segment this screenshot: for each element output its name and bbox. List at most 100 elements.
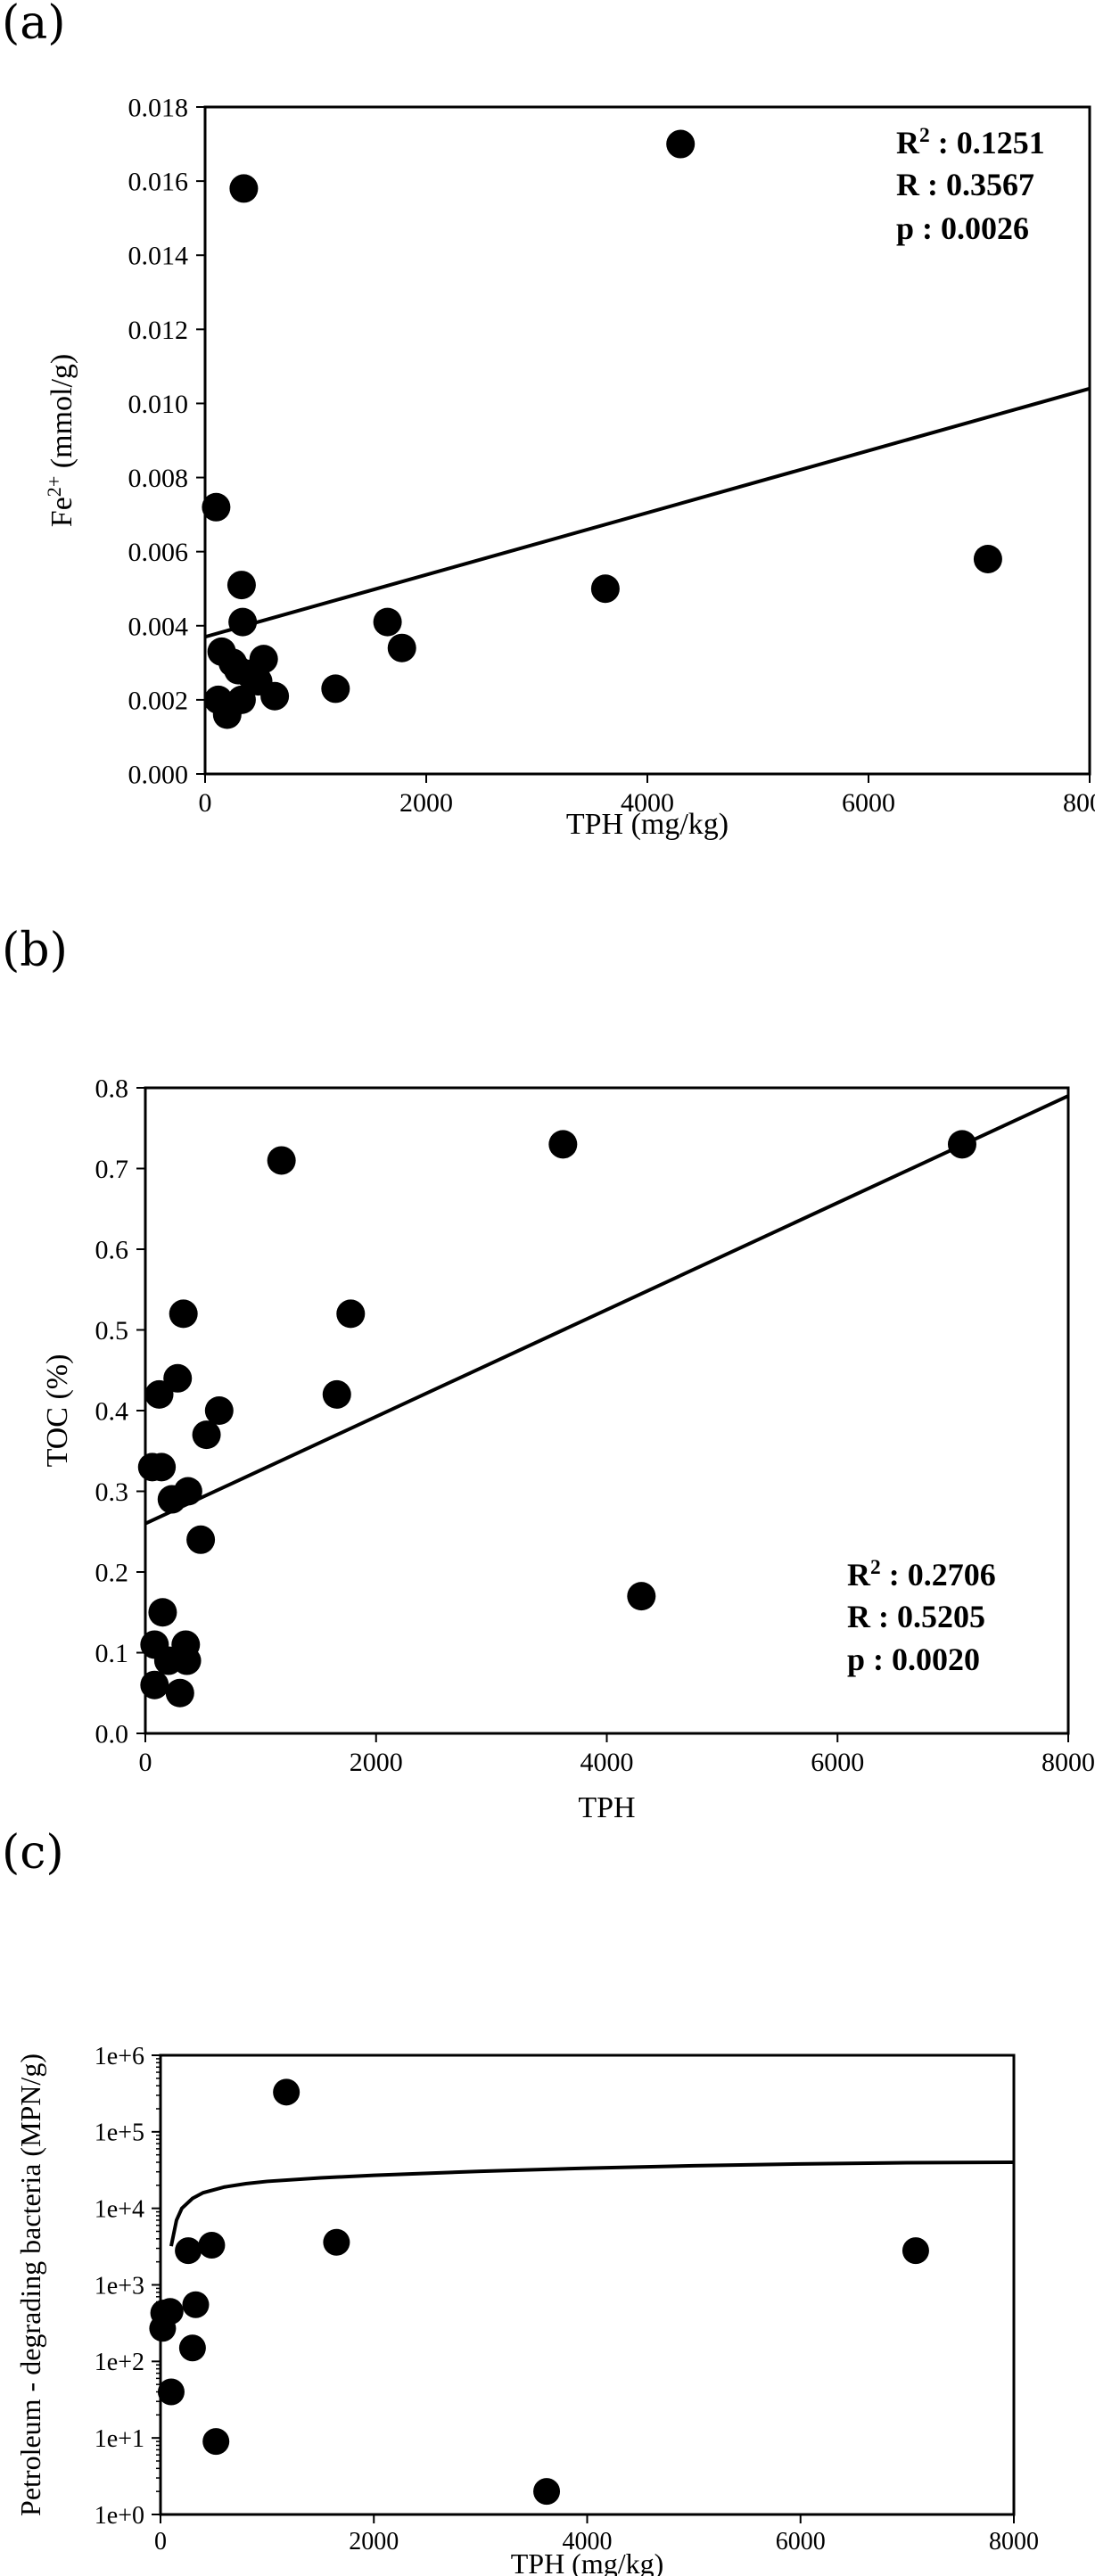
regression-line [169,2160,1015,2247]
data-point [273,2078,301,2106]
data-point [373,607,402,637]
data-point [147,1453,177,1482]
chart-panel-b: (b) 0 2000 4000 6000 8000 0.0 0.1 0.2 0.3 0.4 0.5 0… [0,924,1095,1825]
data-point [226,685,256,714]
plot-frame [159,2053,1016,2516]
y-tick-label: 1e+6 [95,2043,144,2070]
data-point [192,1420,221,1450]
x-tick-label: 2000 [350,1748,403,1777]
data-point [260,681,290,711]
x-tick-label: 6000 [811,1748,864,1777]
x-tick-label: 4000 [621,788,674,818]
y-tick-label: 0.004 [128,612,189,641]
y-axis-title: TOC (%) [41,1354,74,1468]
data-point [947,1130,976,1159]
y-tick-label: 0.016 [128,168,189,197]
data-point [336,1299,366,1329]
x-axis-title: TPH (mg/kg) [511,2547,664,2576]
data-point [249,645,278,674]
data-point [173,1477,202,1506]
y-axis-title: Petroleum - degrading bacteria (MPN/g) [14,2053,46,2516]
data-point [902,2237,929,2265]
y-tick-label: 0.008 [128,464,189,493]
plot-frame [203,105,1091,776]
panel-label-c: (c) [2,1826,64,1880]
x-tick-label: 0 [139,1748,152,1777]
x-tick-label: 8000 [989,2528,1039,2555]
data-point [323,2228,350,2256]
y-tick-label: 0.002 [128,686,189,715]
y-tick-label: 1e+4 [95,2195,144,2223]
y-axis-title-main: TOC (%) [41,1354,74,1468]
y-tick-label: 0.4 [95,1397,129,1427]
stat-p: p : 0.0020 [847,1642,980,1677]
data-point [548,1130,578,1159]
y-tick-label: 0.0 [95,1720,129,1749]
stat-r: R : 0.3567 [896,167,1034,202]
y-axis-title-rest: (mmol/g) [45,354,78,476]
data-point [202,492,231,522]
y-tick-label: 1e+1 [95,2425,144,2453]
y-tick-label: 0.014 [128,242,189,271]
x-tick-label: 4000 [563,2528,613,2555]
y-tick-label: 1e+5 [95,2119,144,2147]
y-tick-label: 0.018 [128,94,189,123]
data-point [165,1678,194,1708]
data-point [627,1582,656,1611]
stat-r-squared-label: R [847,1557,871,1593]
regression-line [144,1094,1069,1526]
stat-r: R : 0.5205 [847,1599,985,1634]
data-point [202,2428,230,2456]
data-point [267,1146,296,1175]
chart-a: 0 2000 4000 6000 8000 0.000 0.002 0.004 0.006 0.0… [43,94,1095,842]
y-tick-label: 0.5 [95,1316,129,1346]
stat-r-squared: R2 : 0.2706 [847,1556,996,1593]
y-tick-label: 1e+0 [95,2502,144,2530]
panel-label-b: (b) [2,924,68,977]
data-point [228,607,258,637]
y-tick-label: 0.006 [128,538,189,567]
x-tick-label: 0 [199,788,212,818]
x-tick-label: 0 [154,2528,167,2555]
data-point [533,2478,561,2506]
y-tick-label: 0.3 [95,1477,129,1507]
y-tick-label: 1e+3 [95,2272,144,2300]
data-point [169,1299,198,1329]
y-tick-label: 0.6 [95,1236,129,1265]
data-point [175,2237,202,2265]
data-point [322,1379,351,1409]
stat-r-squared-sup: 2 [919,124,930,147]
chart-panel-a: (a) 0 2000 4000 6000 8000 0.000 0.002 0.004 0.00… [0,0,1095,856]
stat-r-squared-value: : 0.2706 [881,1557,996,1593]
y-tick-label: 0.012 [128,316,189,345]
chart-b: 0 2000 4000 6000 8000 0.0 0.1 0.2 0.3 0.4 0.5 0.6 0.… [41,1074,1095,1825]
y-axis-title-main: Fe [45,497,78,527]
data-point [321,674,350,704]
y-tick-label: 0.7 [95,1155,129,1184]
data-point [178,2334,206,2362]
x-tick-label: 8000 [1063,788,1095,818]
plot-frame [144,1086,1070,1735]
data-point [387,633,416,663]
stat-r-squared: R2 : 0.1251 [896,124,1045,160]
x-tick-label: 2000 [399,788,453,818]
data-point [186,1525,216,1554]
data-point [226,571,256,600]
data-point [172,1646,202,1675]
panel-label-a: (a) [2,0,66,50]
chart-c: 0 2000 4000 6000 8000 1e+0 1e+1 1e+2 1e+3 1e+4 1e+… [14,2043,1039,2576]
y-tick-label: 0.2 [95,1559,129,1588]
data-point [182,2291,210,2318]
x-tick-label: 6000 [842,788,895,818]
y-tick-label: 0.000 [128,761,189,790]
data-point [156,2298,184,2325]
data-point [157,2378,185,2406]
stat-r-squared-sup: 2 [870,1556,881,1579]
regression-line [204,386,1091,639]
y-tick-label: 1e+2 [95,2349,144,2376]
chart-panel-c: (c) 0 2000 4000 6000 8000 1e+0 1e+1 1e+2 1e+3 1e+… [0,1819,1095,2576]
y-axis-title: Fe2+ (mmol/g) [43,354,79,527]
x-tick-label: 4000 [580,1748,634,1777]
data-point [163,1363,193,1393]
y-tick-label: 0.1 [95,1639,129,1668]
